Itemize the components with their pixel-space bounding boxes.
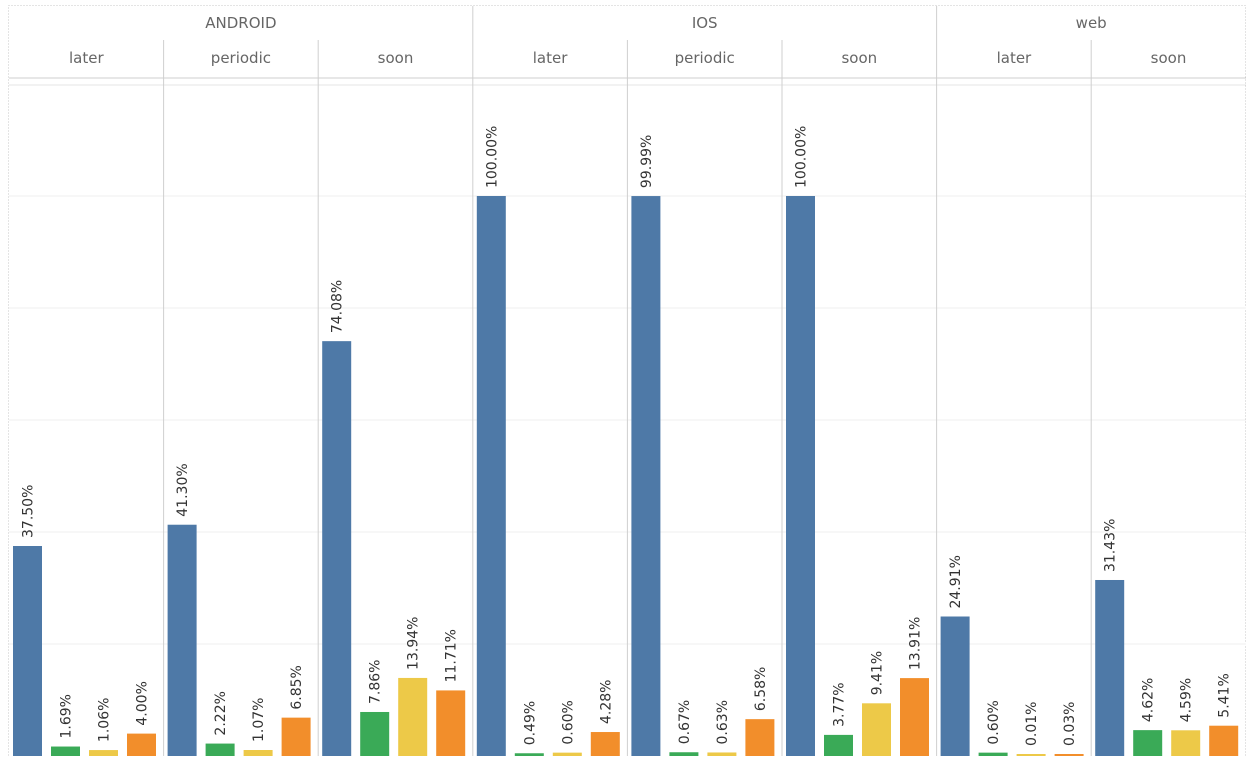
panel-label: periodic xyxy=(211,49,271,67)
data-label: 31.43% xyxy=(1103,519,1119,572)
bar xyxy=(590,732,620,756)
data-label: 5.41% xyxy=(1217,673,1233,717)
bar xyxy=(631,196,661,756)
data-label: 13.94% xyxy=(406,617,422,670)
panel-label: later xyxy=(533,49,568,67)
bar xyxy=(978,752,1008,756)
data-label: 0.03% xyxy=(1062,702,1078,746)
bar xyxy=(745,719,775,756)
data-label: 0.67% xyxy=(677,700,693,744)
bar xyxy=(1016,754,1046,756)
data-label: 0.01% xyxy=(1024,702,1040,746)
panel-label: soon xyxy=(841,49,877,67)
data-label: 11.71% xyxy=(444,629,460,682)
data-label: 6.85% xyxy=(289,665,305,709)
bar xyxy=(1209,725,1239,756)
data-label: 6.58% xyxy=(753,667,769,711)
data-label: 41.30% xyxy=(175,463,191,516)
bar xyxy=(514,753,544,756)
data-label: 13.91% xyxy=(908,617,924,670)
data-label: 99.99% xyxy=(639,135,655,188)
data-label: 24.91% xyxy=(948,555,964,608)
bar xyxy=(707,752,737,756)
data-label: 2.22% xyxy=(213,691,229,735)
data-label: 1.07% xyxy=(251,698,267,742)
bar xyxy=(281,717,311,756)
group-label: web xyxy=(1076,14,1107,32)
panel-label: soon xyxy=(1151,49,1187,67)
panel-label: later xyxy=(997,49,1032,67)
data-label: 0.60% xyxy=(986,700,1002,744)
bar xyxy=(436,690,466,756)
data-label: 0.49% xyxy=(522,701,538,745)
bar xyxy=(322,341,352,756)
bar xyxy=(1171,730,1201,756)
bar xyxy=(51,746,80,756)
data-label: 100.00% xyxy=(794,126,810,188)
bar xyxy=(1095,579,1125,756)
data-label: 7.86% xyxy=(368,659,384,703)
panel-label: later xyxy=(69,49,104,67)
bar xyxy=(786,196,815,756)
data-label: 74.08% xyxy=(330,280,346,333)
data-label: 0.60% xyxy=(560,700,576,744)
data-label: 4.62% xyxy=(1141,678,1157,722)
data-label: 100.00% xyxy=(484,126,500,188)
data-label: 1.06% xyxy=(97,698,113,742)
data-label: 4.00% xyxy=(135,681,151,725)
data-label: 4.59% xyxy=(1179,678,1195,722)
bar xyxy=(127,733,156,756)
data-label: 37.50% xyxy=(21,485,37,538)
bar xyxy=(243,750,273,756)
bar xyxy=(824,734,853,756)
bar xyxy=(669,752,699,756)
bar xyxy=(1133,730,1163,756)
panel-label: soon xyxy=(378,49,414,67)
bar xyxy=(940,616,970,756)
bar xyxy=(205,743,235,756)
bar xyxy=(398,677,428,756)
bar xyxy=(360,711,390,756)
data-label: 1.69% xyxy=(59,694,75,738)
data-label: 9.41% xyxy=(870,651,886,695)
bar xyxy=(1054,754,1084,756)
panel-label: periodic xyxy=(675,49,735,67)
bar xyxy=(552,752,582,756)
bar xyxy=(900,678,929,756)
bar xyxy=(862,703,891,756)
data-label: 0.63% xyxy=(715,700,731,744)
bar xyxy=(89,750,118,756)
group-label: IOS xyxy=(692,14,718,32)
bar xyxy=(13,546,42,756)
data-label: 4.28% xyxy=(598,680,614,724)
group-label: ANDROID xyxy=(205,14,276,32)
bar xyxy=(476,196,506,756)
bar xyxy=(167,524,197,756)
data-label: 3.77% xyxy=(832,682,848,726)
